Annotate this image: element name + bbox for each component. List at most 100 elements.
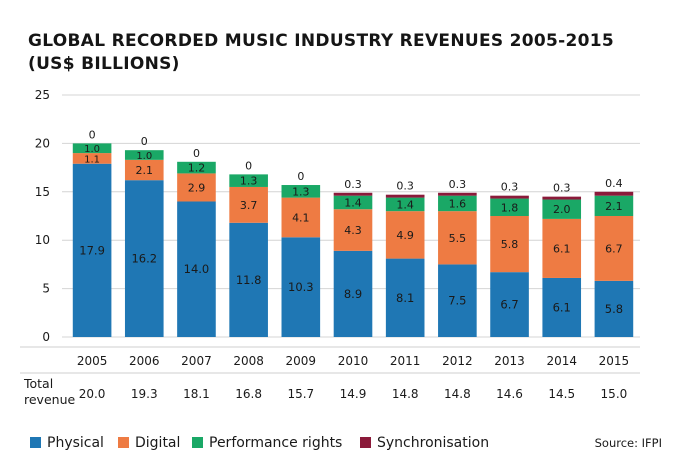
bar-segment-performance-rights [385, 197, 425, 212]
data-label: 0 [245, 159, 252, 172]
y-axis: 0 5 10 15 20 25 [35, 88, 50, 344]
total-revenue-value: 16.8 [235, 387, 262, 401]
data-label: 10.3 [288, 280, 314, 294]
x-axis: 2005 2006 2007 2008 2009 2010 2011 2012 2013 2014… [20, 346, 640, 374]
x-tick-label: 2013 [494, 354, 525, 368]
y-tick-label: 25 [35, 88, 50, 102]
data-label: 6.7 [500, 298, 518, 312]
y-tick-label: 0 [42, 330, 50, 344]
bar-segment-performance-rights [229, 174, 268, 187]
bar-segment-digital [281, 197, 321, 238]
total-revenue-row: Total revenue 20.0 19.3 18.1 16.8 15.7 14.9 14… [23, 376, 627, 407]
data-label: 0.4 [605, 177, 623, 190]
data-label: 1.4 [396, 198, 414, 211]
x-tick-label: 2007 [181, 354, 212, 368]
x-tick-label: 2008 [233, 354, 264, 368]
bar-segment-physical [72, 163, 112, 337]
bars: 17.91.11.0016.22.11.0014.02.91.2011.83.7… [72, 128, 634, 337]
legend-label: Synchronisation [377, 435, 489, 451]
bar-segment-digital [438, 211, 477, 265]
data-label: 1.3 [292, 185, 310, 198]
bar-segment-synchronisation [385, 194, 425, 198]
total-revenue-value: 14.9 [340, 387, 367, 401]
bar-segment-performance-rights [333, 195, 373, 210]
chart-subtitle: (US$ BILLIONS) [28, 54, 180, 74]
data-label: 1.4 [344, 196, 362, 209]
data-label: 2.1 [605, 200, 623, 213]
data-label: 0 [141, 135, 148, 148]
x-tick-label: 2006 [129, 354, 160, 368]
total-revenue-value: 14.8 [444, 387, 471, 401]
data-label: 17.9 [79, 243, 105, 257]
x-tick-label: 2014 [546, 354, 577, 368]
x-tick-label: 2009 [286, 354, 317, 368]
data-label: 0 [89, 128, 96, 141]
bar-segment-performance-rights [281, 185, 321, 198]
total-revenue-value: 19.3 [131, 387, 158, 401]
total-revenue-label-line2: revenue [24, 392, 75, 407]
bar-segment-synchronisation [490, 195, 529, 199]
legend-swatch [360, 437, 371, 448]
data-label: 2.1 [136, 164, 154, 177]
bar-segment-digital [124, 159, 164, 181]
bar-segment-digital [333, 209, 373, 251]
x-tick-label: 2005 [77, 354, 108, 368]
bar-segment-performance-rights [177, 161, 216, 174]
x-tick-label: 2012 [442, 354, 473, 368]
y-tick-label: 15 [35, 185, 50, 199]
data-label: 8.9 [344, 287, 362, 301]
total-revenue-value: 14.8 [392, 387, 419, 401]
data-label: 0.3 [501, 181, 519, 194]
legend-label: Physical [47, 435, 104, 451]
data-label: 1.6 [449, 197, 467, 210]
total-revenue-value: 20.0 [79, 387, 106, 401]
bar-segment-digital [542, 218, 582, 278]
bar-segment-physical [229, 222, 268, 337]
bar-segment-physical [385, 258, 425, 337]
total-revenue-value: 14.6 [496, 387, 523, 401]
bar-segment-synchronisation [333, 192, 373, 196]
data-label: 1.8 [501, 201, 519, 214]
chart-title-block: GLOBAL RECORDED MUSIC INDUSTRY REVENUES … [28, 30, 668, 76]
data-label: 4.9 [396, 229, 414, 242]
data-label: 1.3 [240, 175, 258, 188]
data-label: 0.3 [344, 178, 362, 191]
data-label: 7.5 [448, 294, 466, 308]
x-tick-label: 2011 [390, 354, 421, 368]
total-revenue-label-line1: Total [23, 376, 53, 391]
bar-segment-performance-rights [438, 195, 477, 212]
data-label: 0 [193, 147, 200, 160]
data-label: 6.1 [553, 242, 571, 255]
bar-segment-performance-rights [490, 198, 529, 216]
y-tick-label: 10 [35, 233, 50, 247]
data-label: 16.2 [131, 252, 157, 266]
data-label: 5.8 [501, 238, 519, 251]
data-label: 6.7 [605, 242, 623, 255]
bar-segment-performance-rights [594, 195, 634, 216]
data-label: 5.5 [449, 232, 467, 245]
data-label: 4.1 [292, 211, 310, 224]
data-label: 1.2 [188, 162, 206, 175]
legend-swatch [118, 437, 129, 448]
y-tick-label: 5 [42, 282, 50, 296]
data-label: 5.8 [605, 302, 623, 316]
legend-label: Digital [135, 435, 180, 451]
data-label: 1.0 [84, 144, 100, 155]
data-label: 2.0 [553, 203, 571, 216]
bar-segment-performance-rights [124, 150, 164, 160]
bar-segment-digital [177, 173, 216, 202]
legend-swatch [192, 437, 203, 448]
total-revenue-value: 18.1 [183, 387, 210, 401]
bar-segment-physical [490, 272, 529, 337]
bar-segment-digital [72, 153, 112, 164]
data-label: 2.9 [188, 181, 206, 194]
bar-segment-performance-rights [72, 143, 112, 154]
data-label: 1.0 [136, 151, 152, 162]
data-label: 0.3 [553, 182, 571, 195]
x-tick-label: 2010 [338, 354, 369, 368]
total-revenue-value: 15.0 [601, 387, 628, 401]
bar-segment-digital [229, 186, 268, 223]
source-note: Source: IFPI [595, 436, 662, 450]
